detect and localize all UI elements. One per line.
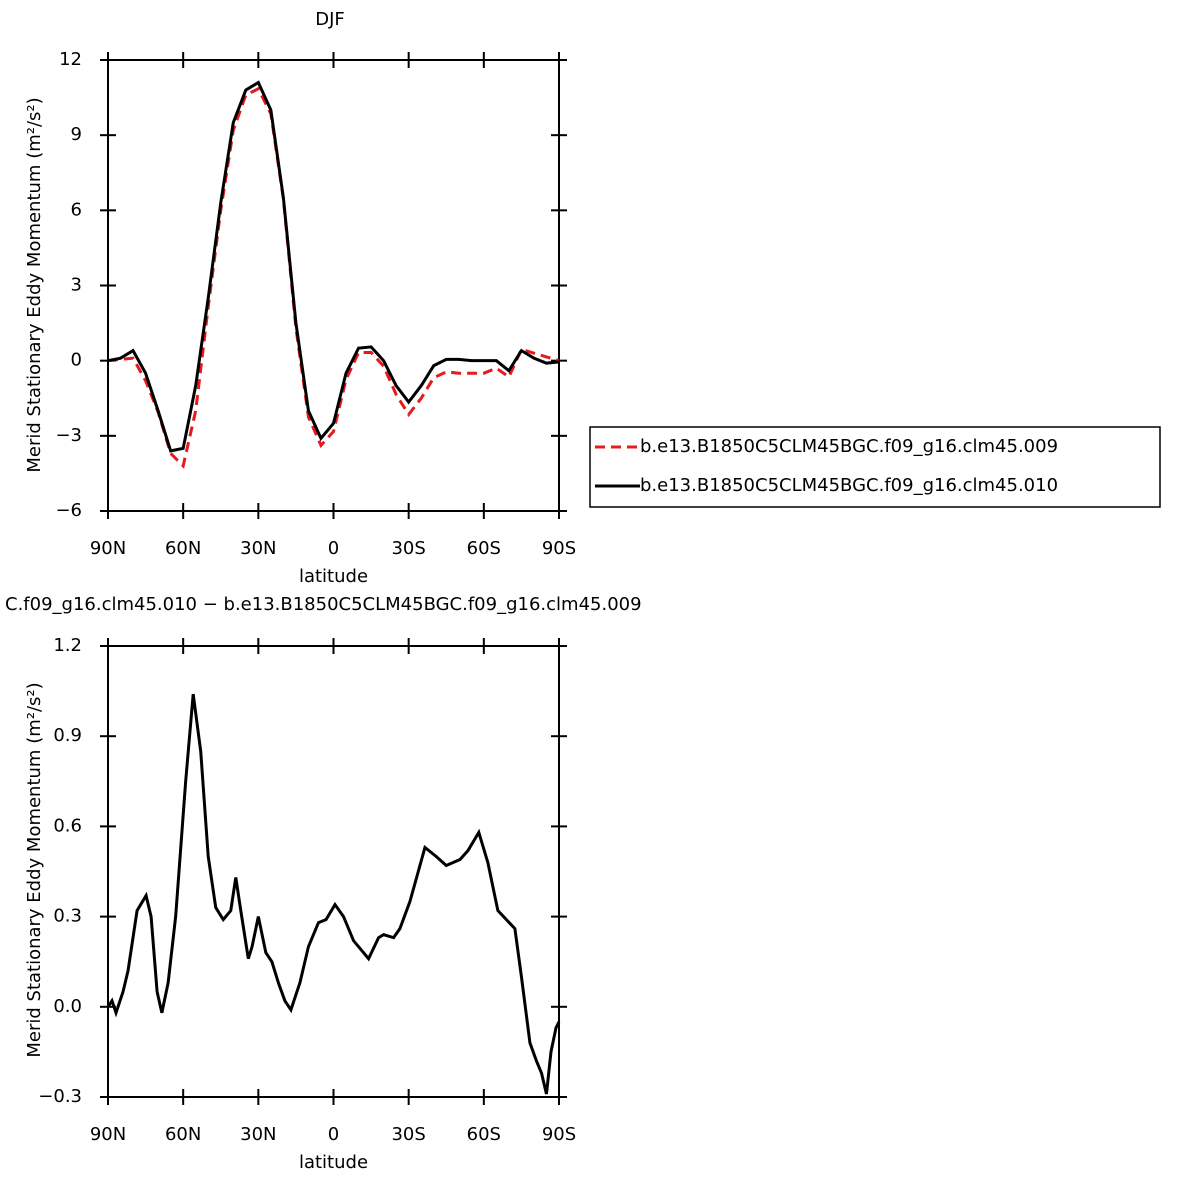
y-axis-label: Merid Stationary Eddy Momentum (m²/s²): [24, 682, 45, 1057]
x-tick-label: 30N: [240, 1124, 276, 1145]
plot-frame: [107, 645, 560, 1098]
y-tick-label: 0.3: [53, 906, 82, 927]
x-axis-label: latitude: [299, 1152, 368, 1173]
x-tick-label: 90S: [542, 538, 576, 559]
data-line: [107, 86, 560, 469]
y-tick-label: 0.0: [53, 996, 82, 1017]
x-tick-label: 0: [328, 538, 339, 559]
x-tick-label: 60N: [165, 538, 201, 559]
chart-title: C.f09_g16.clm45.010 − b.e13.B1850C5CLM45…: [5, 594, 642, 615]
plot-frame: [107, 59, 560, 512]
y-tick-label: −6: [55, 500, 82, 521]
data-line: [107, 80, 560, 453]
x-tick-label: 90N: [90, 538, 126, 559]
y-tick-label: 0.9: [53, 725, 82, 746]
legend-label: b.e13.B1850C5CLM45BGC.f09_g16.clm45.010: [640, 475, 1058, 496]
x-tick-label: 90N: [90, 1124, 126, 1145]
x-axis-label: latitude: [299, 566, 368, 587]
y-tick-label: −3: [55, 425, 82, 446]
y-tick-label: 3: [71, 275, 82, 296]
x-tick-label: 60S: [467, 538, 501, 559]
y-tick-label: −0.3: [38, 1086, 82, 1107]
legend-label: b.e13.B1850C5CLM45BGC.f09_g16.clm45.009: [640, 436, 1058, 457]
x-tick-label: 30S: [391, 1124, 425, 1145]
y-tick-label: 1.2: [53, 635, 82, 656]
x-tick-label: 30S: [391, 538, 425, 559]
y-axis-label: Merid Stationary Eddy Momentum (m²/s²): [24, 97, 45, 472]
legend-box: [589, 426, 1161, 508]
x-tick-label: 60N: [165, 1124, 201, 1145]
y-tick-label: 0.6: [53, 815, 82, 836]
x-tick-label: 0: [328, 1124, 339, 1145]
y-tick-label: 12: [59, 49, 82, 70]
y-tick-label: 9: [71, 124, 82, 145]
x-tick-label: 30N: [240, 538, 276, 559]
y-tick-label: 6: [71, 199, 82, 220]
y-tick-label: 0: [71, 350, 82, 371]
chart-title: DJF: [315, 9, 345, 30]
x-tick-label: 60S: [467, 1124, 501, 1145]
data-line: [106, 693, 561, 1095]
x-tick-label: 90S: [542, 1124, 576, 1145]
